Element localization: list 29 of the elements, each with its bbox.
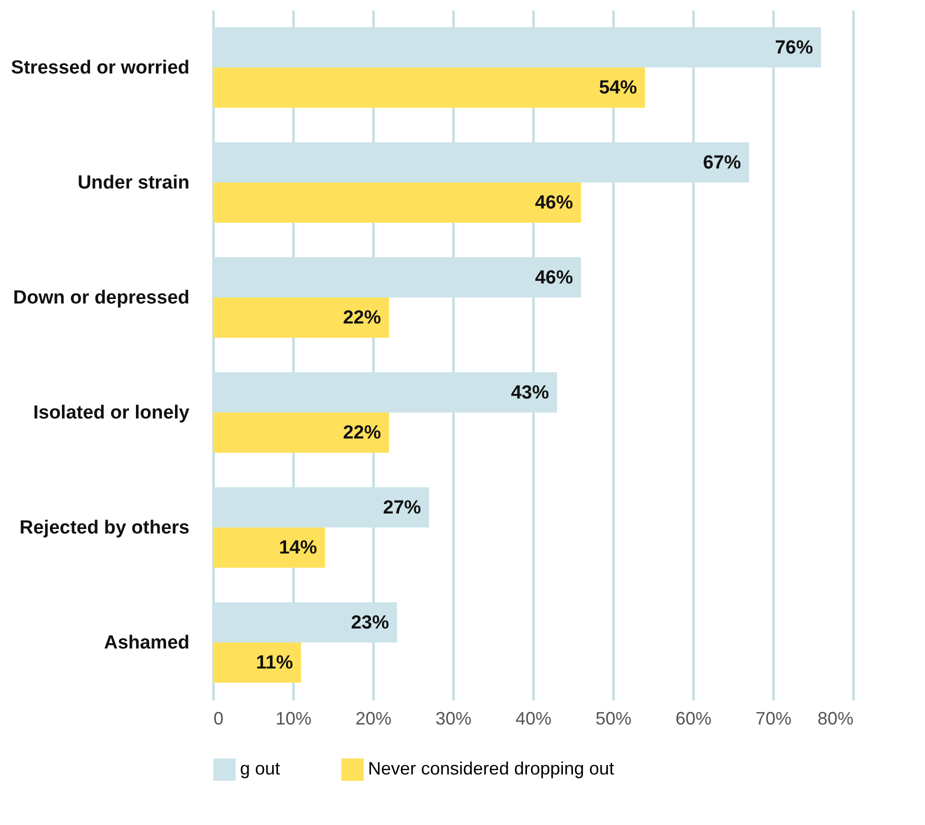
y-tick-label: Rejected by others — [20, 518, 190, 538]
x-tick-label: 20% — [355, 708, 392, 728]
x-tick-label: 70% — [755, 708, 792, 728]
y-tick-label: Stressed or worried — [11, 58, 190, 78]
data-label: 46% — [534, 267, 574, 288]
x-tick-label: 60% — [675, 708, 712, 728]
data-label: 11% — [256, 652, 294, 674]
data-label: 76% — [774, 37, 814, 58]
x-tick-label: 30% — [435, 708, 472, 728]
y-tick-label: Ashamed — [104, 632, 190, 654]
data-label: 54% — [598, 78, 638, 99]
x-tick-label: 40% — [515, 708, 552, 728]
x-tick-label: 80% — [817, 708, 854, 728]
data-label: 27% — [382, 497, 422, 518]
y-tick-label: Under strain — [78, 172, 190, 194]
data-label: 22% — [342, 422, 382, 444]
x-tick-label: 0 — [214, 708, 224, 728]
data-label: 14% — [278, 538, 318, 559]
data-label: 46% — [534, 192, 574, 214]
data-label: 67% — [702, 152, 742, 174]
legend-label: g out — [240, 758, 280, 779]
legend-label: Never considered dropping out — [368, 758, 614, 779]
x-tick-label: 10% — [275, 708, 312, 728]
y-tick-label: Isolated or lonely — [33, 402, 190, 424]
data-label: 22% — [342, 308, 382, 329]
data-label: 43% — [510, 382, 550, 404]
data-label: 23% — [350, 612, 390, 634]
x-tick-label: 50% — [595, 708, 632, 728]
y-tick-label: Down or depressed — [13, 288, 190, 308]
